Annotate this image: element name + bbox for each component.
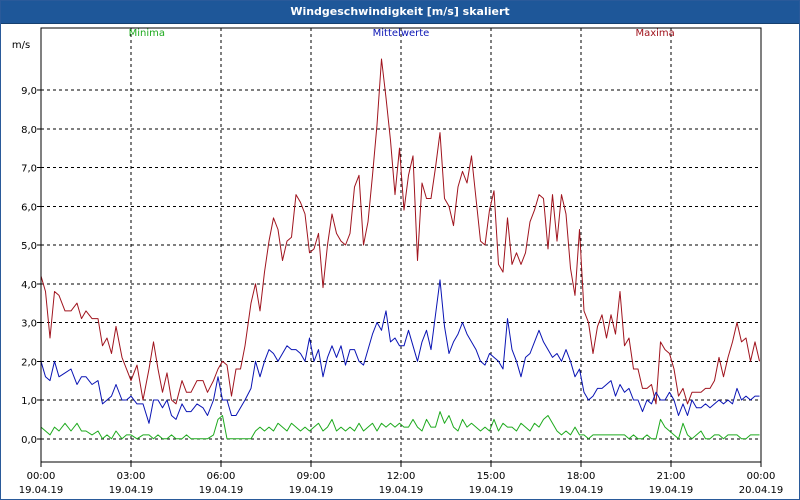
x-tick-time: 18:00 [567,471,596,482]
y-tick-label: 0,0 [21,435,37,446]
y-tick-label: 1,0 [21,396,37,407]
y-tick-label: 8,0 [21,125,37,136]
x-tick-date: 19.04.19 [199,485,244,496]
series-line-mittelwerte [40,279,760,424]
legend-minima: Minima [129,28,165,39]
x-tick-time: 09:00 [297,471,326,482]
x-tick-date: 19.04.19 [19,485,64,496]
y-tick-label: 4,0 [21,280,37,291]
y-axis-label: m/s [12,40,30,51]
x-tick-time: 00:00 [747,471,776,482]
series-lines [40,58,760,440]
legend-maxima: Maxima [635,28,674,39]
y-tick-label: 6,0 [21,202,37,213]
x-tick-time: 03:00 [117,471,146,482]
wind-speed-chart: 0,0 1,0 2,0 3,0 4,0 5,0 6,0 7,0 8,0 9,0 00:00 19.04… [12,27,783,496]
x-tick-date: 20.04.19 [739,485,784,496]
y-tick-label: 7,0 [21,164,37,175]
axes: 0,0 1,0 2,0 3,0 4,0 5,0 6,0 7,0 8,0 9,0 00:00 19.04… [12,40,783,496]
y-tick-label: 2,0 [21,357,37,368]
x-tick-time: 15:00 [477,471,506,482]
series-line-minima [40,411,760,440]
y-tick-label: 3,0 [21,319,37,330]
x-tick-date: 19.04.19 [379,485,424,496]
y-tick-label: 9,0 [21,86,37,97]
y-tick-label: 5,0 [21,241,37,252]
x-tick-time: 00:00 [27,471,56,482]
x-tick-time: 12:00 [387,471,416,482]
series-line-maxima [40,58,760,405]
x-tick-date: 19.04.19 [649,485,694,496]
x-tick-time: 06:00 [207,471,236,482]
x-tick-date: 19.04.19 [289,485,334,496]
x-tick-time: 21:00 [657,471,686,482]
grid [41,28,761,462]
legend: Minima Mittelwerte Maxima [129,28,675,39]
legend-mittelwerte: Mittelwerte [373,28,430,39]
x-tick-date: 19.04.19 [559,485,604,496]
window-title: Windgeschwindigkeit [m/s] skaliert [1,1,799,24]
x-tick-date: 19.04.19 [109,485,154,496]
x-tick-date: 19.04.19 [469,485,514,496]
